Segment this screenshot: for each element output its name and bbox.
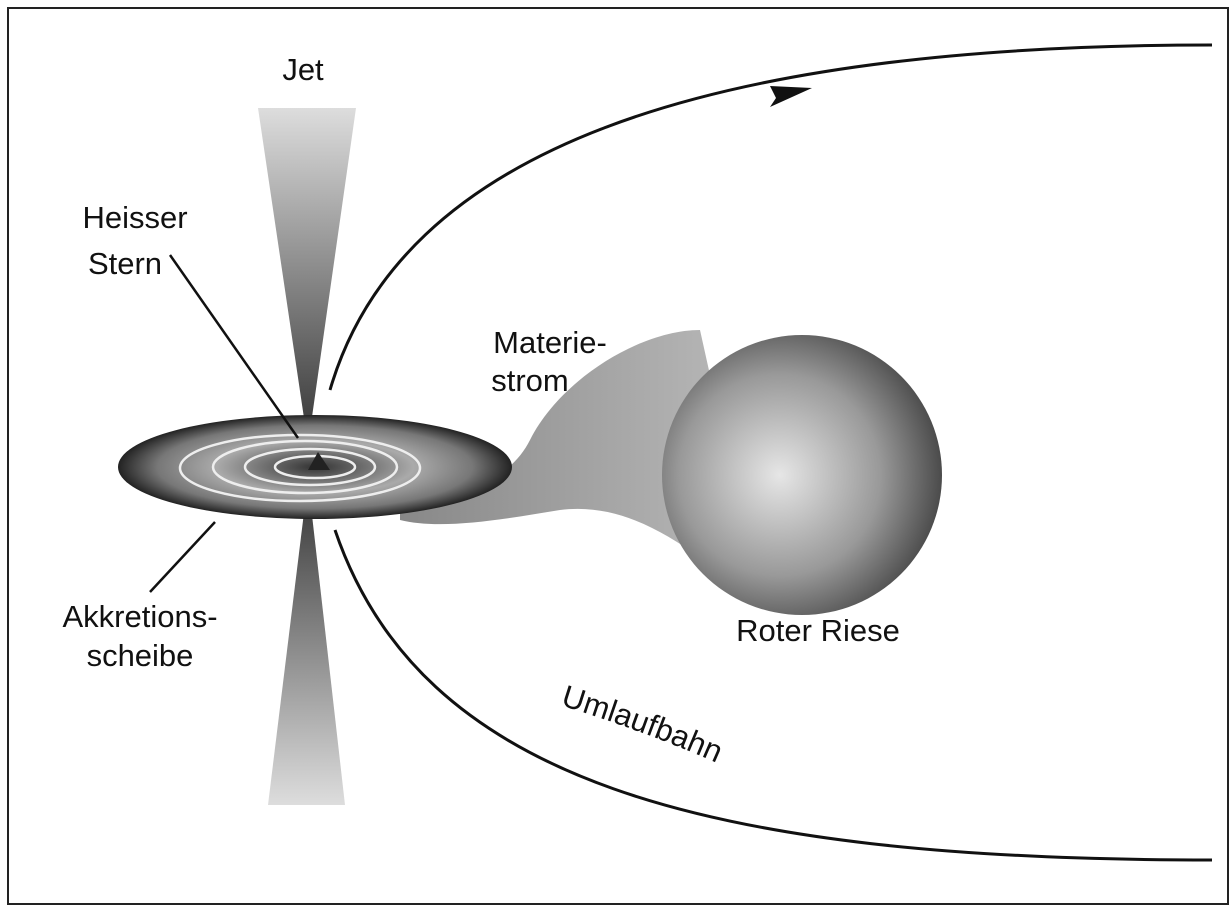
- label-matter-stream: strom: [491, 363, 569, 398]
- jet-upper: [258, 108, 356, 445]
- label-orbit: Umlaufbahn: [558, 678, 728, 769]
- label-red-giant: Roter Riese: [736, 613, 900, 648]
- matter-stream: [400, 330, 760, 600]
- orbit-arrow: [770, 86, 812, 107]
- orbit-lower: [333, 529, 1213, 862]
- frame: [7, 7, 1229, 905]
- label-jet: Jet: [282, 52, 324, 87]
- label-hot-star: Heisser: [82, 200, 187, 235]
- pointer-hot-star: [168, 254, 300, 439]
- orbit-upper: [328, 43, 1213, 391]
- label-accretion-disk: Akkretions-: [62, 599, 217, 634]
- label-orbit-path: Umlaufbahn: [558, 678, 728, 769]
- disk-rings: [178, 433, 422, 503]
- label-accretion-disk: scheibe: [87, 638, 194, 673]
- label-matter-stream: Materie-: [493, 325, 607, 360]
- pointer-disk: [149, 521, 216, 593]
- jet-lower: [268, 480, 345, 805]
- label-hot-star: Stern: [88, 246, 162, 281]
- hot-star: [308, 452, 330, 470]
- red-giant: [662, 335, 942, 615]
